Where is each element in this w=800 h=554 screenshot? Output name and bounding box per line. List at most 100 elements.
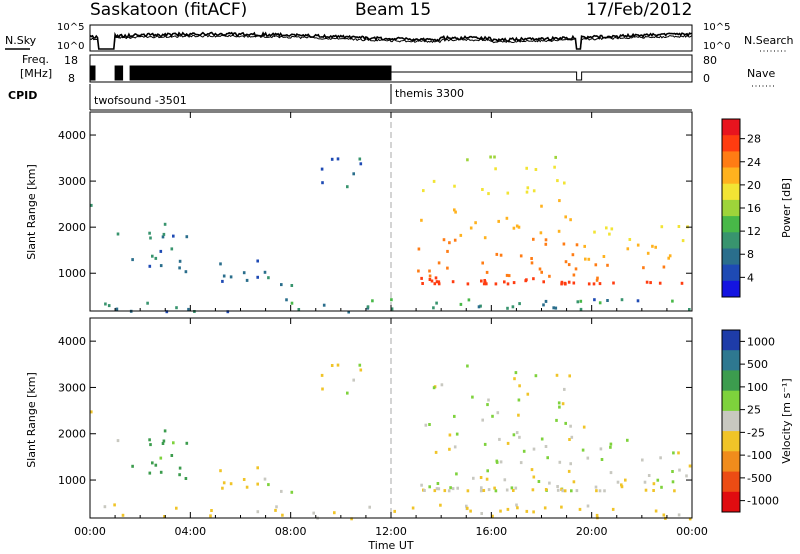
- power-echo: [532, 237, 535, 241]
- power-echo: [567, 280, 571, 284]
- power-echo: [390, 307, 394, 311]
- power-echo: [610, 227, 614, 231]
- velocity-cell: [722, 410, 740, 432]
- nsearch-trace: [89, 34, 693, 50]
- power-echo: [163, 222, 167, 226]
- power-echo: [505, 273, 509, 277]
- velocity-echo: [428, 485, 431, 489]
- velocity-echo: [486, 469, 489, 473]
- power-echo: [511, 305, 515, 309]
- power-echo: [688, 308, 691, 311]
- velocity-echo: [209, 514, 212, 518]
- velocity-echo: [512, 433, 516, 437]
- nsearch-tick-bottom: 10^0: [703, 41, 730, 52]
- power-echo: [280, 283, 283, 287]
- power-echo: [107, 304, 111, 308]
- nsky-tick-bottom: 10^0: [57, 41, 84, 52]
- velocity-echo: [359, 368, 363, 372]
- velocity-echo: [609, 471, 613, 475]
- freq-label-2: [MHz]: [20, 67, 52, 80]
- velocity-echo: [518, 435, 521, 439]
- power-echo: [499, 253, 503, 257]
- velocity-echo: [611, 507, 615, 511]
- power-panel: 4000 3000 2000 1000 Slant Range [km]: [25, 111, 693, 314]
- power-echo: [487, 192, 490, 196]
- power-echo: [494, 167, 497, 171]
- velocity-echo: [172, 441, 175, 445]
- power-echo: [538, 267, 542, 271]
- velocity-echo: [393, 509, 396, 513]
- velocity-echo: [256, 510, 260, 514]
- power-echo: [263, 270, 267, 274]
- velocity-echo: [570, 489, 573, 493]
- velocity-echo: [336, 363, 340, 367]
- power-echo: [667, 256, 670, 260]
- power-echo: [569, 218, 572, 222]
- power-cell: [722, 264, 740, 282]
- power-cell: [722, 248, 740, 266]
- power-echo: [219, 262, 222, 266]
- velocity-echo: [163, 429, 167, 433]
- x-tick-label: 08:00: [275, 525, 307, 538]
- power-echo: [587, 282, 591, 286]
- power-echo: [432, 179, 436, 183]
- velocity-echo: [561, 489, 564, 493]
- velocity-echo: [350, 517, 353, 521]
- velocity-echo: [517, 398, 521, 402]
- velocity-echo: [178, 473, 181, 477]
- power-echo: [187, 307, 190, 311]
- velocity-echo: [321, 387, 324, 391]
- velocity-cell: [722, 471, 740, 493]
- velocity-echo: [456, 486, 459, 490]
- power-echo: [558, 199, 561, 203]
- power-echo: [493, 155, 496, 159]
- velocity-cell: [722, 431, 740, 452]
- velocity-echo: [572, 480, 576, 484]
- power-echo: [352, 172, 355, 176]
- velocity-echo: [154, 463, 158, 467]
- velocity-echo: [480, 486, 483, 490]
- power-echo: [116, 232, 120, 236]
- velocity-echo: [471, 395, 474, 399]
- velocity-ylabel: Slant Range [km]: [25, 372, 38, 468]
- velocity-echo: [222, 481, 226, 485]
- power-echo: [165, 310, 169, 314]
- velocity-echo: [514, 371, 518, 375]
- velocity-echo: [178, 466, 182, 470]
- power-echo: [453, 208, 456, 212]
- velocity-echo: [575, 489, 579, 493]
- power-echo: [371, 299, 374, 303]
- power-echo: [658, 281, 662, 285]
- power-echo: [242, 271, 246, 275]
- velocity-echo: [595, 513, 599, 517]
- power-ytick-label: 4000: [58, 129, 86, 142]
- freq-label-1: Freq.: [22, 53, 49, 66]
- velocity-echo: [677, 513, 681, 517]
- velocity-echo: [563, 489, 567, 493]
- velocity-echo: [242, 478, 246, 481]
- power-echo: [556, 179, 559, 183]
- velocity-echo: [455, 432, 459, 436]
- power-echo: [330, 157, 334, 161]
- velocity-echo: [598, 489, 602, 493]
- power-echo: [645, 280, 649, 284]
- velocity-echo: [652, 489, 655, 492]
- power-echo: [526, 186, 530, 190]
- nave-label: Nave: [747, 67, 775, 80]
- velocity-echo: [540, 437, 544, 441]
- velocity-echo: [599, 447, 603, 451]
- velocity-echo: [581, 448, 585, 452]
- velocity-echo: [515, 503, 518, 507]
- power-echo: [359, 162, 363, 166]
- velocity-echo: [346, 391, 349, 395]
- velocity-echo: [519, 461, 523, 465]
- power-echo: [90, 203, 93, 207]
- power-echo: [435, 301, 438, 305]
- velocity-echo: [368, 505, 371, 509]
- power-echo: [485, 282, 488, 286]
- power-xticks: [89, 112, 693, 311]
- velocity-echo: [556, 488, 560, 492]
- velocity-bar-tick-label: 1000: [747, 335, 775, 348]
- velocity-echo: [499, 509, 502, 513]
- power-bar-tick-label: 8: [747, 248, 754, 261]
